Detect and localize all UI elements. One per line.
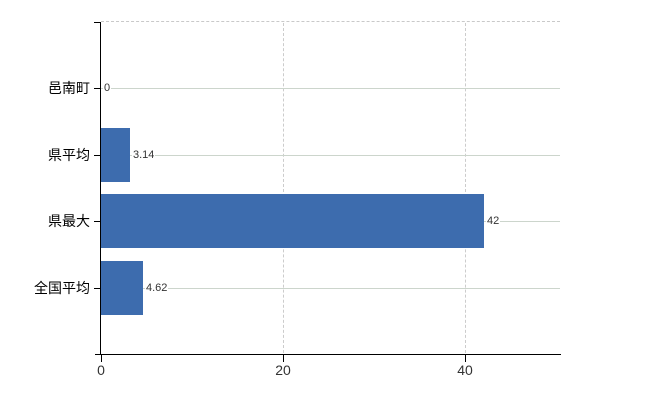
x-axis-tick: [283, 355, 284, 362]
y-axis-tick: [94, 288, 101, 289]
bar: [101, 194, 484, 248]
y-axis-tick: [94, 221, 101, 222]
y-axis-top-tick: [94, 22, 101, 23]
horizontal-gridline: [101, 155, 560, 156]
y-axis-tick: [94, 88, 101, 89]
horizontal-gridline: [101, 288, 560, 289]
x-axis-tick-label: 40: [457, 362, 473, 378]
category-label: 県平均: [48, 147, 90, 163]
bar: [101, 261, 143, 315]
bar-value-label: 3.14: [132, 148, 156, 162]
x-axis-tick-label: 20: [275, 362, 291, 378]
y-axis-tick: [94, 155, 101, 156]
bar-value-label: 4.62: [145, 281, 169, 295]
category-label: 全国平均: [34, 280, 90, 296]
category-label: 県最大: [48, 213, 90, 229]
plot-top-border: [101, 21, 560, 22]
x-axis-tick-label: 0: [97, 362, 105, 378]
vertical-gridline: [465, 23, 466, 353]
x-axis-tick: [101, 355, 102, 362]
y-axis-line: [100, 22, 101, 355]
bar: [101, 128, 130, 182]
vertical-gridline: [283, 23, 284, 353]
bar-value-label: 42: [486, 214, 501, 228]
bar-value-label: 0: [103, 81, 112, 95]
horizontal-gridline: [101, 88, 560, 89]
x-axis-line: [95, 354, 561, 355]
x-axis-tick: [465, 355, 466, 362]
category-label: 邑南町: [48, 80, 90, 96]
